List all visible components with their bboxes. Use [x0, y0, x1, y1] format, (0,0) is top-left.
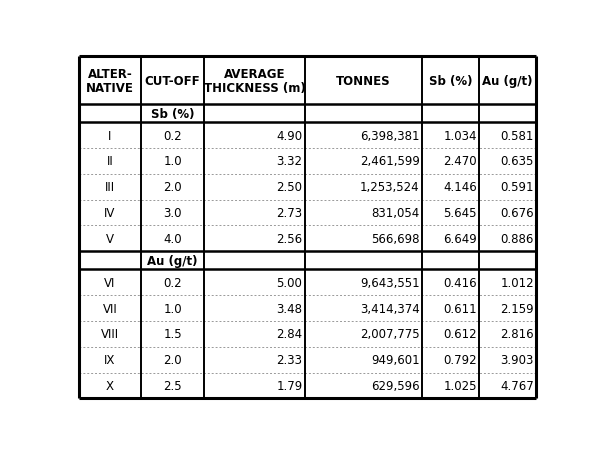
Text: 5.00: 5.00: [277, 276, 302, 289]
Text: 3.903: 3.903: [500, 354, 534, 367]
Text: 0.611: 0.611: [443, 302, 477, 315]
Text: ALTER-
NATIVE: ALTER- NATIVE: [86, 67, 134, 94]
Text: X: X: [106, 379, 114, 392]
Text: 2.73: 2.73: [277, 207, 302, 220]
Text: Sb (%): Sb (%): [429, 74, 472, 87]
Text: 4.90: 4.90: [277, 129, 302, 142]
Text: 6.649: 6.649: [443, 232, 477, 245]
Text: 1.025: 1.025: [443, 379, 477, 392]
Text: CUT-OFF: CUT-OFF: [145, 74, 200, 87]
Text: 1.012: 1.012: [500, 276, 534, 289]
Text: 2.56: 2.56: [277, 232, 302, 245]
Text: 629,596: 629,596: [371, 379, 419, 392]
Text: 2.5: 2.5: [163, 379, 182, 392]
Text: 2.470: 2.470: [443, 155, 477, 168]
Text: 4.146: 4.146: [443, 181, 477, 194]
Text: 2.0: 2.0: [163, 181, 182, 194]
Text: VIII: VIII: [101, 328, 119, 341]
Text: 2.50: 2.50: [277, 181, 302, 194]
Text: 9,643,551: 9,643,551: [360, 276, 419, 289]
Text: 2.33: 2.33: [277, 354, 302, 367]
Text: 0.635: 0.635: [500, 155, 534, 168]
Text: 831,054: 831,054: [371, 207, 419, 220]
Text: 0.416: 0.416: [443, 276, 477, 289]
Text: 2.159: 2.159: [500, 302, 534, 315]
Text: AVERAGE
THICKNESS (m): AVERAGE THICKNESS (m): [203, 67, 305, 94]
Text: V: V: [106, 232, 114, 245]
Text: 0.2: 0.2: [163, 276, 182, 289]
Text: 2.84: 2.84: [277, 328, 302, 341]
Text: 2,461,599: 2,461,599: [359, 155, 419, 168]
Text: 0.612: 0.612: [443, 328, 477, 341]
Text: III: III: [105, 181, 115, 194]
Text: I: I: [109, 129, 112, 142]
Text: 1.5: 1.5: [163, 328, 182, 341]
Text: 1.034: 1.034: [443, 129, 477, 142]
Text: VI: VI: [104, 276, 116, 289]
Text: 0.591: 0.591: [500, 181, 534, 194]
Text: 1.79: 1.79: [276, 379, 302, 392]
Text: 0.792: 0.792: [443, 354, 477, 367]
Text: 1.0: 1.0: [163, 155, 182, 168]
Text: 2.816: 2.816: [500, 328, 534, 341]
Text: IX: IX: [104, 354, 116, 367]
Text: 1.0: 1.0: [163, 302, 182, 315]
Text: 4.767: 4.767: [500, 379, 534, 392]
Text: 0.2: 0.2: [163, 129, 182, 142]
Text: 0.581: 0.581: [500, 129, 534, 142]
Text: 0.886: 0.886: [500, 232, 534, 245]
Text: II: II: [107, 155, 113, 168]
Text: Au (g/t): Au (g/t): [148, 254, 198, 267]
Text: 1,253,524: 1,253,524: [360, 181, 419, 194]
Text: Au (g/t): Au (g/t): [482, 74, 533, 87]
Text: 3,414,374: 3,414,374: [360, 302, 419, 315]
Text: 5.645: 5.645: [443, 207, 477, 220]
Text: 3.32: 3.32: [277, 155, 302, 168]
Text: VII: VII: [103, 302, 118, 315]
Text: 0.676: 0.676: [500, 207, 534, 220]
Text: 6,398,381: 6,398,381: [360, 129, 419, 142]
Text: 3.0: 3.0: [163, 207, 182, 220]
Text: 2,007,775: 2,007,775: [360, 328, 419, 341]
Text: TONNES: TONNES: [336, 74, 391, 87]
Text: IV: IV: [104, 207, 116, 220]
Text: Sb (%): Sb (%): [151, 107, 194, 120]
Text: 2.0: 2.0: [163, 354, 182, 367]
Text: 4.0: 4.0: [163, 232, 182, 245]
Text: 949,601: 949,601: [371, 354, 419, 367]
Text: 3.48: 3.48: [277, 302, 302, 315]
Text: 566,698: 566,698: [371, 232, 419, 245]
